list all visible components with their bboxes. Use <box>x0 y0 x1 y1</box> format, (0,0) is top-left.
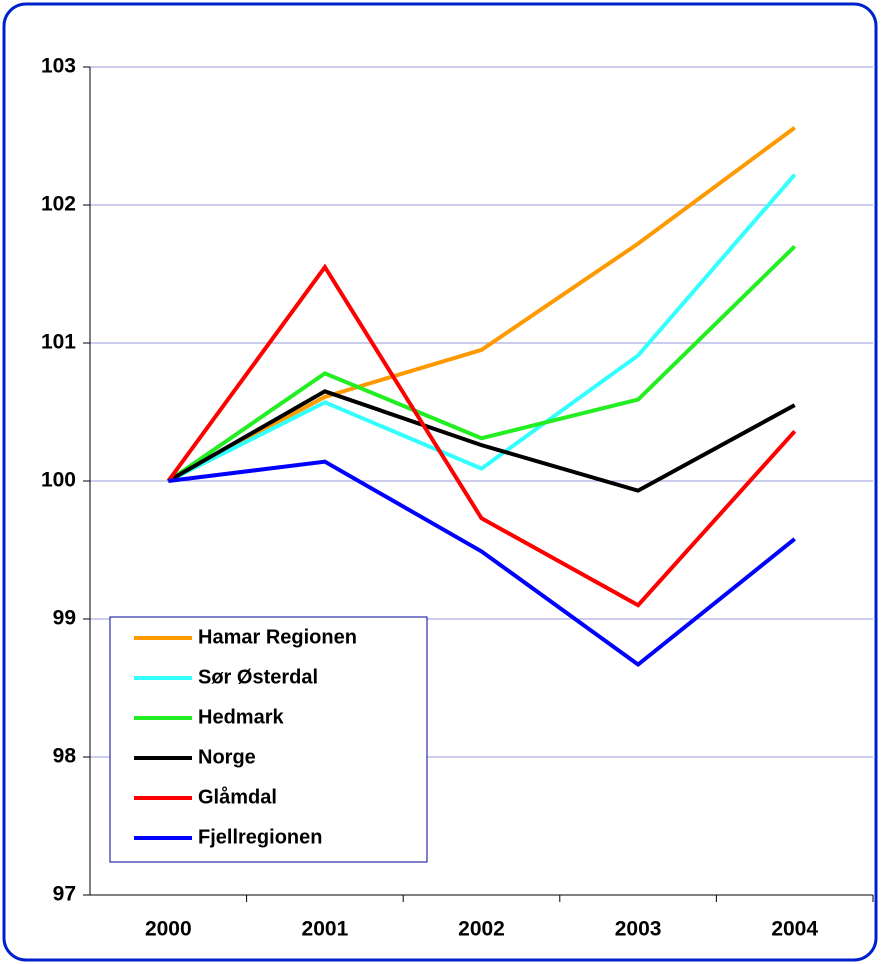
y-tick-label: 103 <box>41 55 76 78</box>
y-tick-label: 99 <box>53 607 76 630</box>
series-line <box>167 389 796 493</box>
y-tick-label: 102 <box>41 193 76 216</box>
legend-label: Norge <box>198 746 256 768</box>
legend-label: Hamar Regionen <box>198 626 357 648</box>
y-tick-label: 97 <box>53 883 76 906</box>
y-tick-label: 98 <box>53 745 77 768</box>
legend-box <box>109 616 428 863</box>
y-tick-label: 101 <box>41 331 76 354</box>
x-tick-label: 2002 <box>458 918 505 941</box>
series-line <box>167 173 797 483</box>
series-line <box>167 244 797 483</box>
x-tick-label: 2001 <box>302 918 349 941</box>
series-line <box>167 126 796 483</box>
legend-label: Sør Østerdal <box>198 666 318 688</box>
legend-label: Fjellregionen <box>198 826 322 848</box>
series-line <box>166 263 797 608</box>
legend-label: Hedmark <box>198 706 284 728</box>
y-tick-label: 100 <box>41 469 76 492</box>
legend: Hamar Regionen Sør Østerdal Hedmark Norge Gl… <box>109 616 428 863</box>
legend-label: Glåmdal <box>198 785 277 808</box>
x-tick-label: 2003 <box>615 918 662 941</box>
series-line <box>168 459 796 668</box>
x-tick-label: 2000 <box>145 918 192 941</box>
x-tick-label: 2004 <box>771 918 818 941</box>
